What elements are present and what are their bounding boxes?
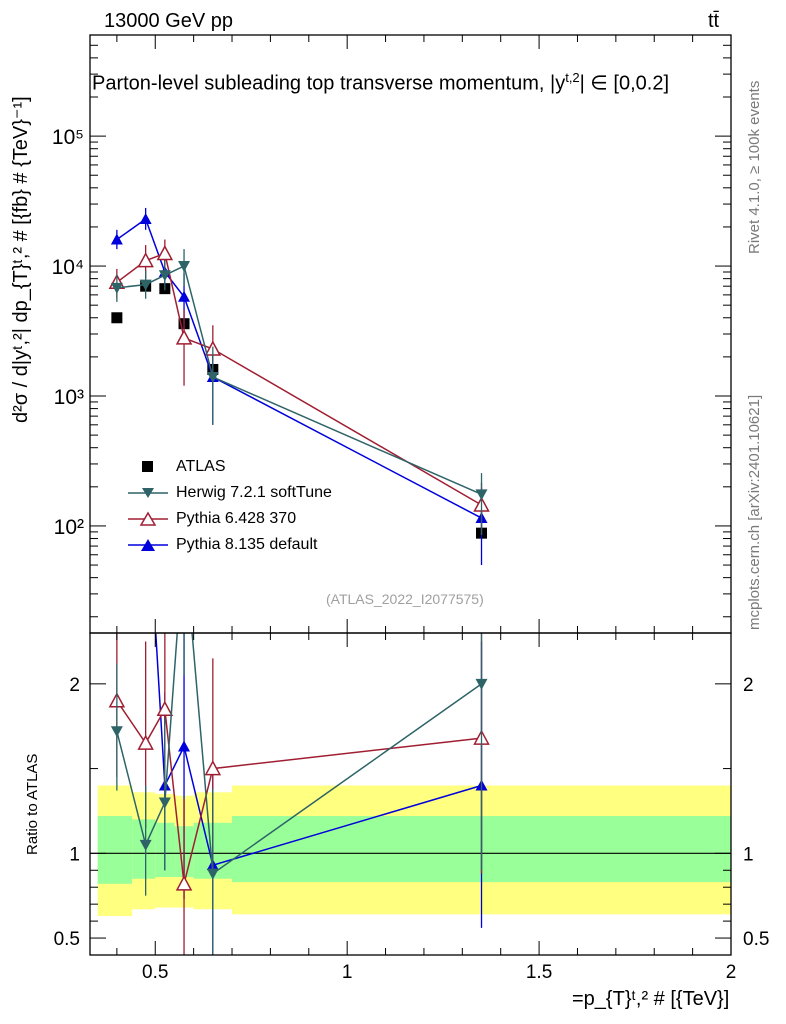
main-point-pythia-8-135-default-3	[178, 290, 191, 302]
ratio-band-inner-0	[97, 816, 133, 884]
main-point-herwig-7-2-1-softtune-3	[178, 261, 191, 273]
ratio-y-tick-label-0: 0.5	[54, 929, 80, 950]
ratio-point-pythia-6-428-370-1	[137, 734, 154, 750]
main-point-pythia-8-135-default-0	[110, 233, 123, 245]
main-y-tick-label-0: 10²	[54, 516, 84, 539]
legend: ATLAS Herwig 7.2.1 softTune Pythia 6.428…	[128, 454, 332, 558]
ratio-series-group	[108, 339, 490, 955]
series-layer	[108, 207, 490, 955]
rivet-version-label: Rivet 4.1.0, ≥ 100k events	[746, 80, 763, 254]
ratio-point-pythia-8-135-default-3	[178, 740, 191, 752]
ratio-point-pythia-6-428-370-3	[175, 875, 193, 891]
legend-item-pythia6: Pythia 6.428 370	[128, 506, 332, 532]
ratio-line-herwig-7-2-1-softtune	[116, 633, 482, 876]
main-point-pythia-6-428-370-3	[175, 329, 193, 345]
analysis-id: (ATLAS_2022_I2077575)	[326, 591, 484, 607]
ratio-point-pythia-6-428-370-2	[156, 700, 174, 717]
ratio-line-pythia-8-135-default	[155, 633, 482, 867]
main-y-tick-label-3: 10⁵	[52, 126, 84, 149]
process-label: tt̄	[708, 10, 720, 32]
ratio-point-pythia-8-135-default-0	[111, 339, 123, 350]
ratio-y-tick-label-right-2: 2	[743, 675, 754, 696]
legend-item-herwig: Herwig 7.2.1 softTune	[128, 480, 332, 506]
ratio-band-inner-1	[132, 819, 156, 879]
ratio-uncertainty-bands	[90, 785, 732, 917]
legend-item-pythia8: Pythia 8.135 default	[128, 532, 332, 558]
legend-marker-herwig	[128, 488, 168, 498]
x-tick-label-0: 0.5	[142, 962, 168, 983]
ratio-point-herwig-7-2-1-softtune-1	[139, 839, 152, 851]
legend-label-pythia8: Pythia 8.135 default	[176, 536, 318, 553]
main-point-herwig-7-2-1-softtune-0	[110, 282, 123, 294]
x-tick-label-3: 2	[726, 962, 737, 983]
ratio-frame	[89, 632, 732, 956]
ratio-y-tick-label-right-1: 1	[743, 844, 754, 865]
main-point-atlas-0	[111, 312, 123, 324]
main-point-herwig-7-2-1-softtune-4	[206, 372, 219, 384]
plot-title: Parton-level subleading top transverse m…	[92, 70, 669, 96]
main-series-group	[108, 207, 490, 566]
plot-title-sup: t,2	[565, 70, 580, 85]
ratio-y-tick-label-1: 1	[69, 844, 80, 865]
main-point-herwig-7-2-1-softtune-1	[139, 279, 152, 291]
x-axis-label: =p_{T}ᵗ,² # [{TeV}]	[572, 988, 730, 1010]
energy-label: 13000 GeV pp	[104, 10, 233, 32]
main-y-axis-label: d²σ / d|yᵗ,²| dp_{T}ᵗ,² # [{fb} # {TeV}⁻…	[10, 96, 32, 423]
mcplots-label: mcplots.cern.ch [arXiv:2401.10621]	[746, 394, 763, 630]
ratio-y-axis-label: Ratio to ATLAS	[24, 753, 41, 855]
main-y-tick-label-2: 10⁴	[52, 256, 84, 279]
legend-marker-atlas	[142, 461, 153, 472]
ratio-point-herwig-7-2-1-softtune-0	[110, 726, 123, 738]
ratio-line-pythia-6-428-370	[116, 700, 482, 885]
main-point-herwig-7-2-1-softtune-2	[158, 270, 171, 282]
legend-marker-pythia6	[128, 511, 168, 526]
legend-marker-pythia8	[128, 539, 168, 551]
main-y-tick-label-1: 10³	[54, 386, 84, 409]
ratio-y-tick-label-right-0: 0.5	[743, 929, 769, 950]
x-tick-label-2: 1.5	[526, 962, 552, 983]
main-point-herwig-7-2-1-softtune-5	[475, 489, 488, 501]
main-point-pythia-6-428-370-1	[137, 252, 154, 268]
legend-label-herwig: Herwig 7.2.1 softTune	[176, 484, 332, 501]
x-tick-label-1: 1	[342, 962, 353, 983]
ratio-point-pythia-6-428-370-4	[204, 759, 222, 776]
legend-item-atlas: ATLAS	[128, 454, 332, 480]
legend-label-atlas: ATLAS	[176, 458, 226, 475]
legend-label-pythia6: Pythia 6.428 370	[176, 510, 297, 527]
ratio-point-herwig-7-2-1-softtune-2	[158, 797, 171, 809]
ratio-point-herwig-7-2-1-softtune-4	[206, 868, 219, 880]
main-point-pythia-6-428-370-2	[156, 244, 174, 261]
ratio-point-herwig-7-2-1-softtune-5	[475, 678, 488, 690]
plot-title-tail: | ∈ [0,0.2]	[579, 72, 669, 95]
axes-frames: 0.5 1 1.5 2 10² 10³ 10⁴ 10⁵ 0.5 0.5 1 1 2 2	[52, 34, 769, 983]
ratio-y-tick-label-2: 2	[69, 675, 80, 696]
main-line-herwig-7-2-1-softtune	[116, 264, 482, 496]
plot-title-main: Parton-level subleading top transverse m…	[92, 72, 566, 95]
main-point-pythia-8-135-default-1	[139, 213, 152, 225]
